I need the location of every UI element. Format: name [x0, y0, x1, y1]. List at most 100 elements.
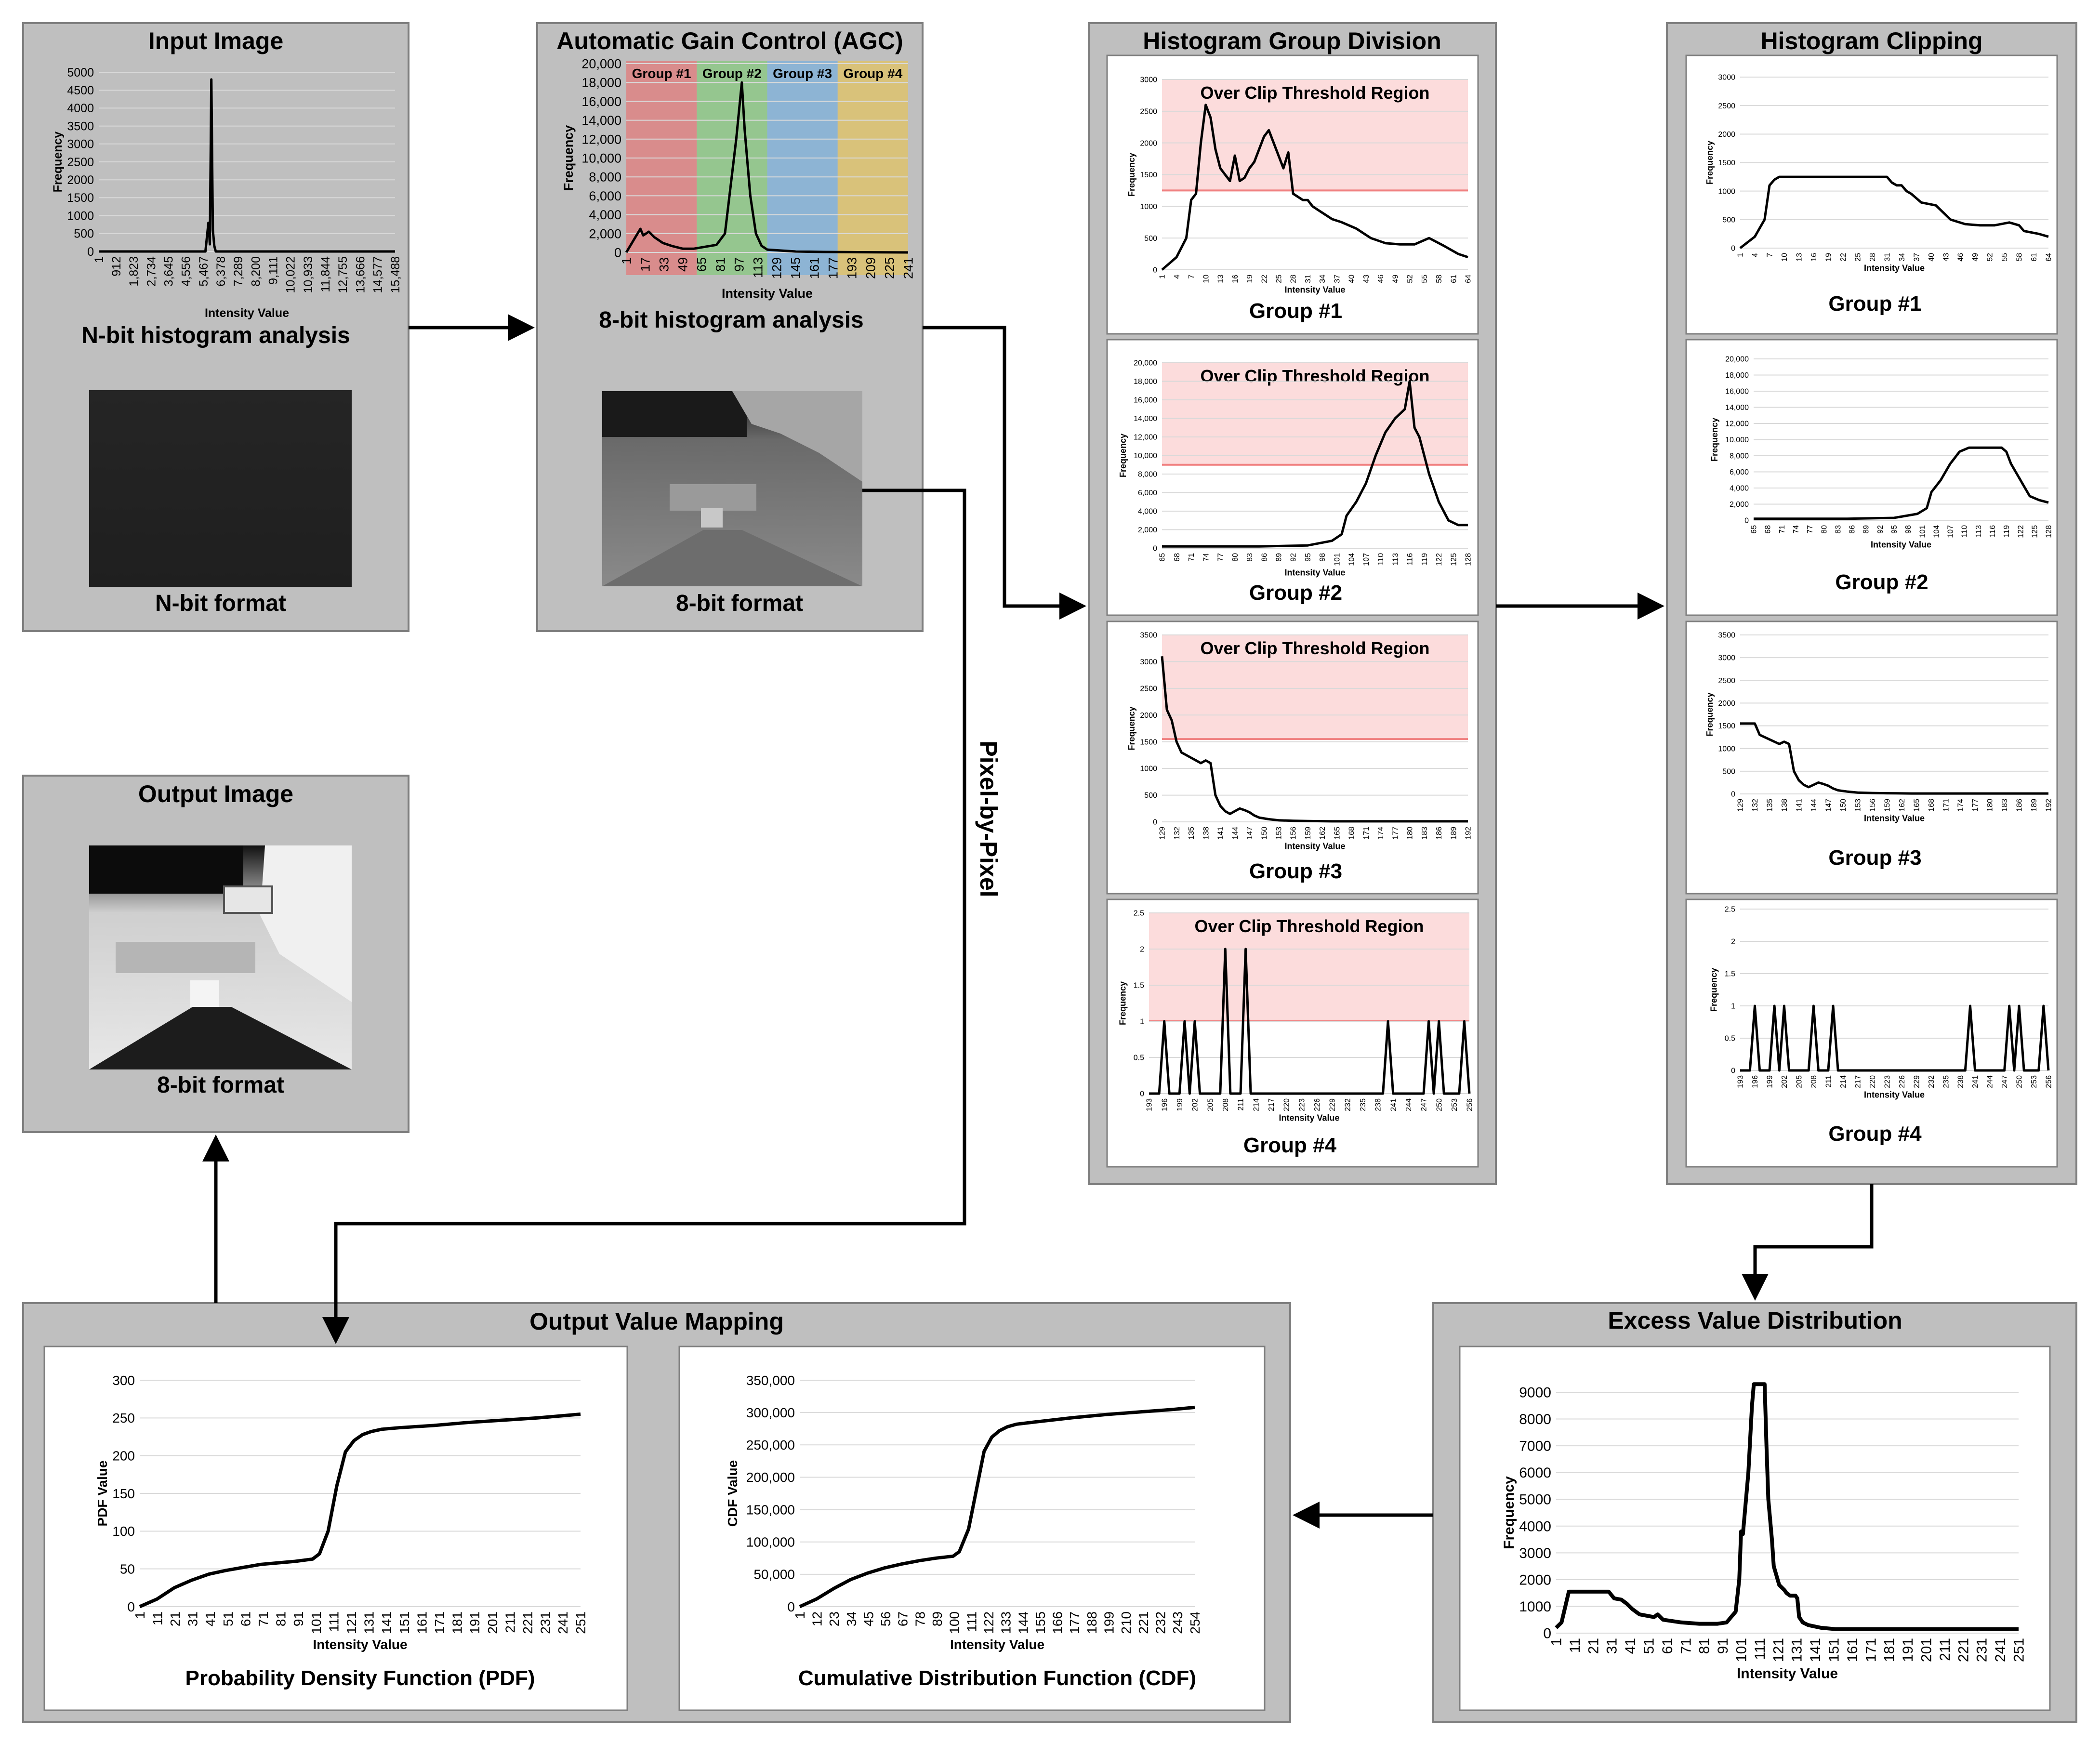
x-tick-label: 121: [1770, 1638, 1786, 1662]
x-tick-label: 253: [2030, 1075, 2038, 1088]
x-tick-label: 13: [1217, 275, 1225, 283]
output-value-mapping-panel: Output Value Mapping: [23, 1303, 1290, 1722]
x-tick-label: 65: [1750, 525, 1758, 534]
y-tick-label: 1: [1731, 1003, 1735, 1011]
x-axis-label: Intensity Value: [1284, 285, 1345, 295]
x-tick-label: 1: [1549, 1638, 1565, 1646]
output-image-panel: Output Image 8-bit format: [23, 776, 409, 1132]
x-tick-label: 80: [1231, 553, 1240, 562]
x-tick-label: 150: [1260, 827, 1268, 840]
x-tick-label: 74: [1202, 553, 1210, 562]
x-tick-label: 68: [1764, 525, 1772, 534]
x-tick-label: 11: [1567, 1638, 1583, 1653]
x-tick-label: 214: [1839, 1075, 1848, 1088]
x-tick-label: 33: [657, 257, 671, 272]
x-tick-label: 221: [520, 1611, 535, 1634]
8-bit-histogram-caption: 8-bit histogram analysis: [599, 307, 864, 333]
x-axis-label: Intensity Value: [1864, 264, 1925, 273]
x-tick-label: 92: [1876, 525, 1885, 534]
x-tick-label: 15,488: [389, 256, 402, 293]
y-tick-label: 8,000: [589, 170, 621, 185]
x-tick-label: 131: [362, 1611, 377, 1634]
hgd-title: Histogram Group Division: [1143, 27, 1441, 54]
x-tick-label: 141: [379, 1611, 394, 1634]
chart-title: Probability Density Function (PDF): [185, 1666, 535, 1690]
y-tick-label: 12,000: [1134, 434, 1157, 442]
group-band-label-4: Group #4: [843, 66, 902, 81]
x-tick-label: 17: [638, 257, 652, 272]
pixel-by-pixel-label: Pixel-by-Pixel: [975, 740, 1002, 897]
x-tick-label: 129: [1737, 799, 1745, 812]
x-tick-label: 231: [538, 1611, 553, 1634]
x-tick-label: 65: [1159, 553, 1167, 562]
x-tick-label: 61: [238, 1611, 253, 1626]
x-tick-label: 89: [930, 1611, 945, 1626]
histogram-clipping-panel: Histogram Clipping: [1667, 23, 2076, 1184]
x-tick-label: 14,577: [371, 256, 385, 293]
x-tick-label: 1: [1159, 275, 1167, 279]
x-tick-label: 51: [221, 1611, 236, 1626]
x-tick-label: 119: [2003, 525, 2011, 538]
x-tick-label: 92: [1290, 553, 1298, 562]
x-tick-label: 49: [675, 257, 690, 272]
group-band-label-2: Group #2: [702, 66, 762, 81]
y-tick-label: 4500: [67, 84, 94, 97]
x-axis-label: Intensity Value: [1737, 1666, 1838, 1682]
x-tick-label: 250: [1435, 1098, 1443, 1111]
x-tick-label: 40: [1928, 253, 1936, 262]
x-tick-label: 116: [1406, 553, 1414, 566]
x-tick-label: 122: [2017, 525, 2025, 538]
x-tick-label: 241: [901, 257, 915, 279]
y-tick-label: 50: [120, 1561, 135, 1576]
x-tick-label: 171: [1942, 799, 1950, 812]
y-tick-label: 3500: [1140, 632, 1157, 640]
x-tick-label: 25: [1854, 253, 1862, 262]
x-tick-label: 61: [1660, 1638, 1676, 1654]
x-tick-label: 241: [1389, 1098, 1398, 1111]
y-tick-label: 6000: [1519, 1465, 1551, 1481]
x-tick-label: 217: [1268, 1098, 1276, 1111]
x-tick-label: 211: [1237, 1098, 1245, 1111]
x-tick-label: 180: [1986, 799, 1994, 812]
x-tick-label: 116: [1989, 525, 1997, 538]
x-tick-label: 199: [1766, 1075, 1774, 1088]
x-tick-label: 22: [1839, 253, 1848, 262]
x-tick-label: 177: [1067, 1611, 1082, 1634]
x-tick-label: 89: [1862, 525, 1871, 534]
x-tick-label: 141: [1808, 1638, 1823, 1662]
y-tick-label: 12,000: [581, 132, 621, 146]
x-tick-label: 225: [882, 257, 897, 279]
x-tick-label: 226: [1898, 1075, 1906, 1088]
x-tick-label: 81: [274, 1611, 289, 1626]
x-tick-label: 19: [1246, 275, 1254, 283]
x-tick-label: 226: [1313, 1098, 1321, 1111]
y-tick-label: 10,000: [581, 151, 621, 165]
y-tick-label: 8000: [1519, 1412, 1551, 1427]
x-tick-label: 101: [309, 1611, 324, 1634]
group-band-label-3: Group #3: [773, 66, 832, 81]
x-tick-label: 174: [1957, 799, 1965, 812]
y-tick-label: 20,000: [581, 56, 621, 71]
x-tick-label: 45: [861, 1611, 876, 1626]
x-tick-label: 3,645: [162, 256, 175, 287]
x-tick-label: 141: [1217, 827, 1225, 840]
chart-title: Group #4: [1243, 1134, 1337, 1157]
y-tick-label: 1500: [67, 191, 94, 205]
x-tick-label: 58: [1435, 275, 1443, 283]
y-tick-label: 4,000: [589, 208, 621, 222]
clip-region-label: Over Clip Threshold Region: [1194, 916, 1424, 936]
x-tick-label: 211: [1937, 1638, 1953, 1661]
x-tick-label: 122: [1435, 553, 1443, 566]
x-tick-label: 31: [185, 1611, 200, 1626]
x-tick-label: 6,378: [214, 256, 228, 287]
x-tick-label: 21: [168, 1611, 183, 1626]
arrow-clip-to-evd: [1755, 1184, 1872, 1297]
x-tick-label: 231: [1974, 1638, 1990, 1662]
x-tick-label: 111: [1752, 1638, 1768, 1660]
x-tick-label: 177: [1971, 799, 1980, 812]
y-tick-label: 4000: [67, 102, 94, 115]
y-tick-label: 200: [112, 1448, 135, 1463]
x-tick-label: 95: [1890, 525, 1899, 534]
x-tick-label: 51: [1641, 1638, 1657, 1654]
x-tick-label: 71: [1778, 525, 1786, 534]
